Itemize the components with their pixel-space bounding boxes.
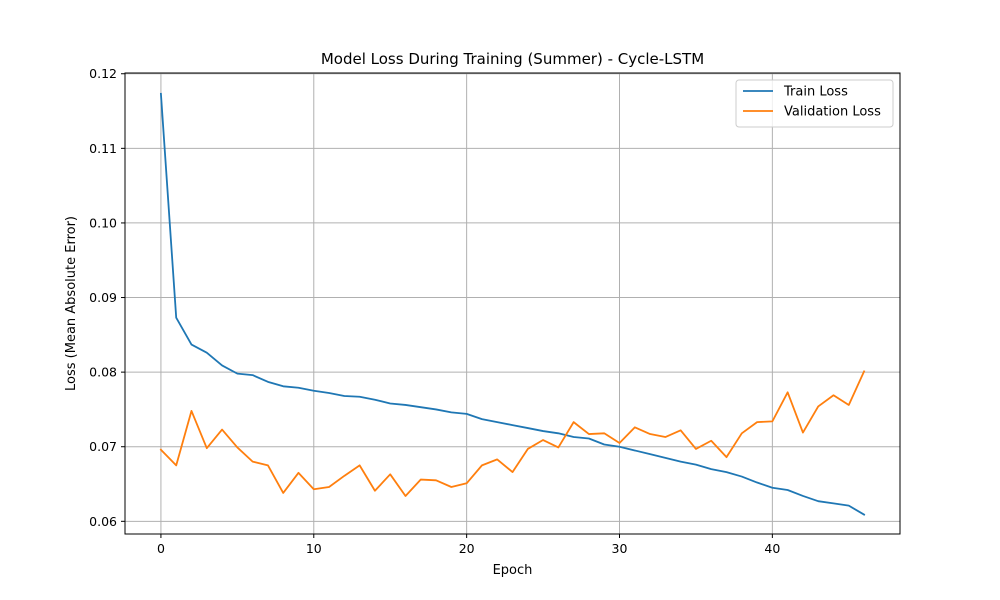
- x-tick-label: 20: [459, 541, 475, 556]
- grid-lines: [125, 73, 900, 534]
- plot-frame: [124, 72, 901, 535]
- series-line-validation-loss: [159, 370, 866, 497]
- y-tick-label: 0.06: [89, 514, 117, 529]
- y-tick-label: 0.11: [89, 141, 117, 156]
- legend-box: [735, 79, 894, 128]
- x-tick-label: 0: [157, 541, 165, 556]
- chart-title: Model Loss During Training (Summer) - Cy…: [321, 50, 704, 68]
- y-axis-ticks: 0.06 0.07 0.08 0.09 0.10 0.11 0.12: [89, 66, 125, 529]
- x-tick-label: 30: [612, 541, 628, 556]
- y-tick-label: 0.12: [89, 66, 117, 81]
- y-tick-label: 0.08: [89, 365, 117, 380]
- x-axis-label: Epoch: [493, 563, 533, 578]
- legend-label-train-loss: Train Loss: [783, 85, 848, 100]
- x-tick-label: 40: [764, 541, 780, 556]
- x-tick-label: 10: [306, 541, 322, 556]
- y-tick-label: 0.09: [89, 290, 117, 305]
- y-tick-label: 0.07: [89, 439, 117, 454]
- series-lines: [159, 92, 866, 516]
- legend-label-validation-loss: Validation Loss: [784, 105, 881, 120]
- x-axis-ticks: 0 10 20 30 40: [157, 534, 780, 556]
- legend: Train Loss Validation Loss: [735, 79, 894, 128]
- y-axis-label: Loss (Mean Absolute Error): [64, 216, 79, 391]
- plot-area: [125, 73, 900, 534]
- series-line-train-loss: [159, 92, 866, 516]
- y-tick-label: 0.10: [89, 215, 117, 230]
